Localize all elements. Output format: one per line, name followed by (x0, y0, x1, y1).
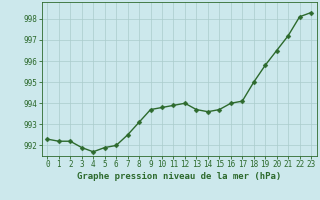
X-axis label: Graphe pression niveau de la mer (hPa): Graphe pression niveau de la mer (hPa) (77, 172, 281, 181)
